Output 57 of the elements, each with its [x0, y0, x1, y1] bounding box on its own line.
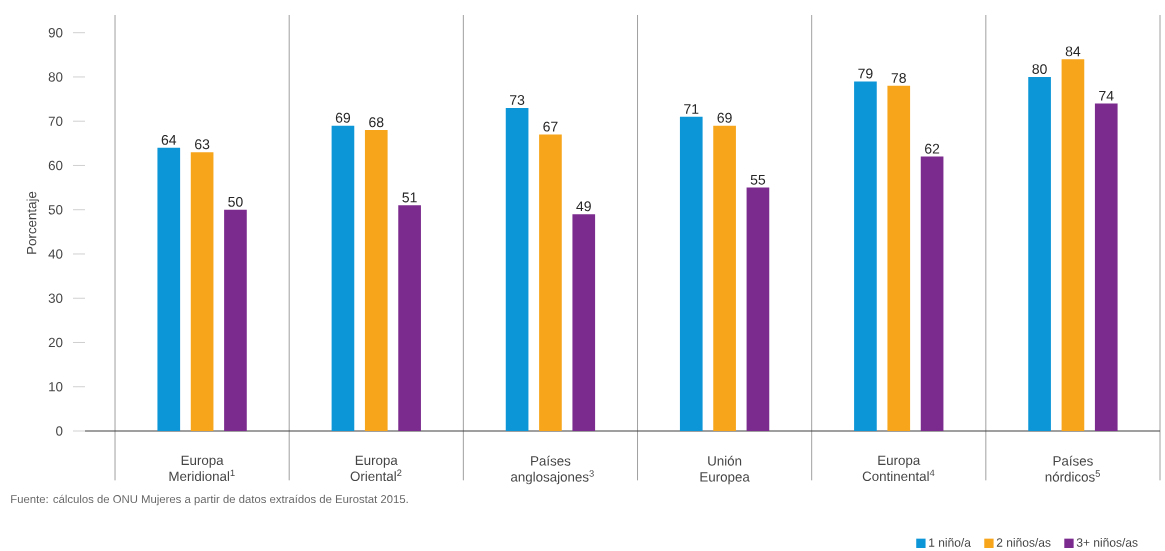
y-tick-label: 10: [49, 382, 63, 392]
data-label: 62: [925, 143, 940, 154]
bar: [572, 214, 596, 431]
data-label: 55: [750, 174, 766, 185]
x-tick-label: Unión Europea: [700, 455, 750, 485]
x-tick-label: Europa Continental$^{4}$: [862, 455, 935, 482]
data-label: 69: [717, 112, 732, 123]
bar: [398, 205, 421, 431]
bar: [887, 85, 911, 431]
data-label: 49: [576, 201, 591, 212]
data-label: 73: [510, 95, 525, 106]
bar: [920, 156, 944, 431]
source-note: Fuente: cálculos de ONU Mujeres a partir de datos extraídos de Eurostat 2015.: [11, 494, 408, 506]
data-label: 79: [858, 68, 873, 79]
bar: [1028, 76, 1051, 431]
data-label: 69: [335, 112, 351, 123]
bar: [679, 116, 703, 431]
y-tick-label: 70: [48, 116, 63, 126]
data-label: 68: [369, 117, 384, 128]
y-tick-label: 80: [48, 72, 63, 82]
bar: [713, 125, 736, 431]
y-tick-label: 40: [48, 249, 63, 259]
bar: [364, 130, 388, 431]
x-tick-label: Países nórdicos$^{5}$: [1045, 455, 1100, 482]
data-label: 84: [1065, 46, 1081, 57]
y-tick-label: 90: [48, 27, 63, 38]
bar: [157, 147, 181, 431]
y-tick-label: 50: [48, 205, 63, 215]
bar: [505, 107, 529, 431]
legend-label: 3+ niños/as: [1076, 537, 1138, 547]
x-tick-label: Europa Meridional$^{1}$: [169, 455, 235, 482]
data-label: 63: [195, 139, 210, 150]
y-tick-label: 30: [48, 293, 63, 303]
data-label: 80: [1032, 64, 1047, 75]
x-tick-label: Europa Oriental$^{2}$: [350, 455, 402, 482]
data-label: 51: [402, 192, 417, 203]
bar: [1094, 103, 1118, 431]
data-label: 71: [684, 104, 699, 114]
data-label: 74: [1099, 90, 1114, 101]
bar: [331, 125, 355, 431]
bar: [1061, 59, 1085, 431]
bar: [539, 134, 562, 431]
bar: [854, 81, 877, 431]
legend-label: 2 niños/as: [996, 537, 1051, 547]
bar: [746, 187, 770, 431]
data-label: 67: [543, 121, 558, 132]
data-label: 78: [891, 72, 906, 83]
y-tick-label: 60: [48, 160, 63, 171]
legend-label: 1 niño/a: [929, 537, 971, 547]
y-tick-label: 20: [48, 337, 63, 348]
x-tick-label: Países anglosajones$^{3}$: [511, 455, 594, 485]
bar: [224, 209, 247, 431]
bar: [190, 152, 214, 431]
data-label: 50: [228, 196, 243, 207]
y-axis-title: Porcentaje: [26, 191, 39, 254]
data-label: 64: [161, 134, 177, 145]
y-tick-label: 0: [56, 426, 63, 436]
